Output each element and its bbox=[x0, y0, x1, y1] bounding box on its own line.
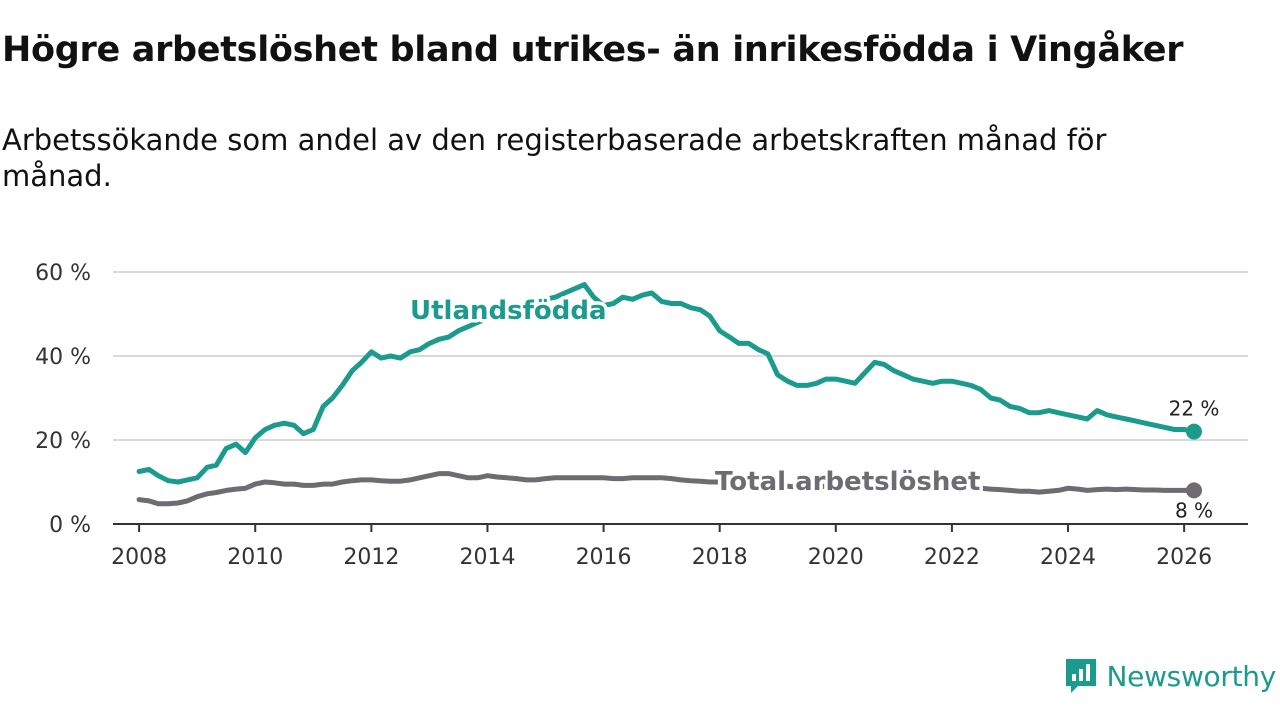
chart-subtitle: Arbetssökande som andel av den registerb… bbox=[2, 123, 1107, 193]
y-tick-label: 20 % bbox=[35, 429, 91, 454]
x-tick-label: 2012 bbox=[343, 545, 399, 570]
series-end-point bbox=[1186, 482, 1203, 499]
y-tick-label: 60 % bbox=[35, 261, 91, 286]
series-line-utlandsfodda bbox=[136, 282, 1197, 485]
chart-title: Högre arbetslöshet bland utrikes- än inr… bbox=[2, 30, 1184, 70]
x-tick-label: 2016 bbox=[576, 545, 632, 570]
x-tick-label: 2026 bbox=[1156, 545, 1212, 570]
x-tick-label: 2020 bbox=[808, 545, 864, 570]
series-name-label: Total arbetslöshet bbox=[715, 467, 980, 497]
x-tick-label: 2018 bbox=[692, 545, 748, 570]
gridlines bbox=[113, 271, 1248, 441]
x-tick-label: 2022 bbox=[924, 545, 980, 570]
x-tick-label: 2010 bbox=[227, 545, 283, 570]
brand-logo: Newsworthy bbox=[1063, 656, 1277, 696]
x-tick-label: 2008 bbox=[111, 545, 167, 570]
y-tick-label: 0 % bbox=[49, 513, 91, 538]
series-line-total bbox=[136, 471, 1197, 507]
x-tick-label: 2024 bbox=[1040, 545, 1096, 570]
data-label: 8 % bbox=[1175, 498, 1213, 522]
axes: 0 % 20 % 40 % 60 % 2008 2010 2012 2014 2016 2018 2… bbox=[35, 261, 1248, 570]
data-label: 22 % bbox=[1169, 397, 1220, 421]
x-tick-label: 2014 bbox=[459, 545, 515, 570]
brand-name: Newsworthy bbox=[1106, 659, 1277, 693]
series-name-label: Utlandsfödda bbox=[410, 296, 607, 326]
y-tick-label: 40 % bbox=[35, 345, 91, 370]
series-lines bbox=[136, 282, 1203, 507]
series-labels: Utlandsfödda Total arbetslöshet 22 % 8 % bbox=[407, 293, 1220, 523]
series-end-point bbox=[1186, 423, 1203, 440]
newsworthy-logo-icon bbox=[1065, 659, 1096, 693]
